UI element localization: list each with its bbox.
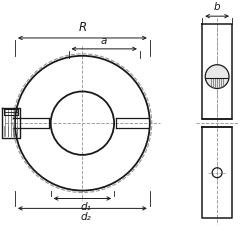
Text: d₁: d₁ xyxy=(81,202,92,212)
Text: b: b xyxy=(214,2,220,12)
Text: a: a xyxy=(101,36,107,46)
Text: R: R xyxy=(78,21,86,34)
Text: d₂: d₂ xyxy=(81,212,92,222)
Circle shape xyxy=(205,65,229,88)
